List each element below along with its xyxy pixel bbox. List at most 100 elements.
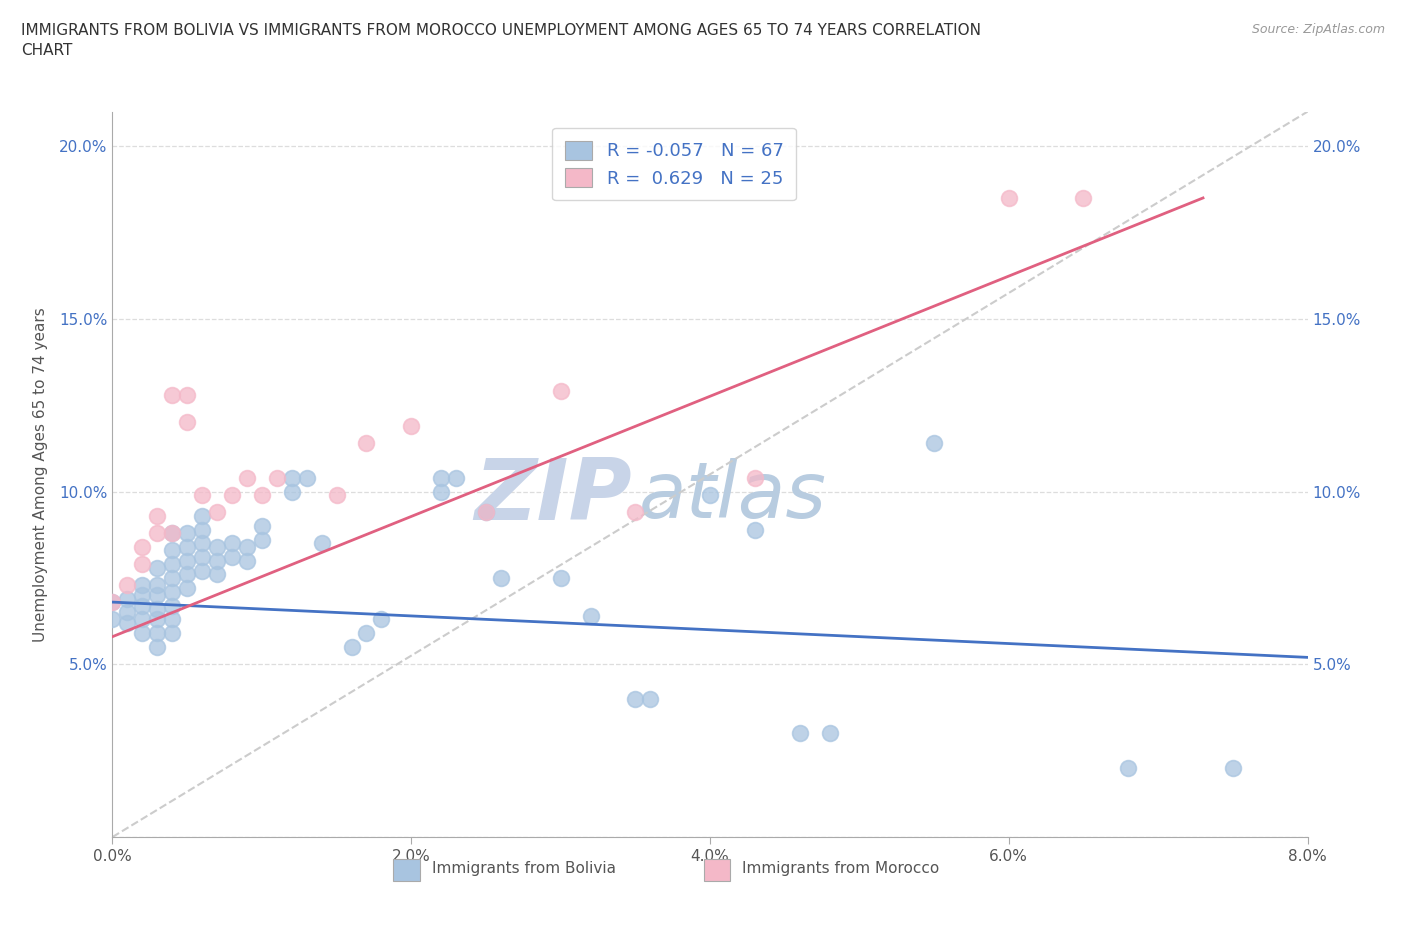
- Point: [146, 509, 169, 524]
- Point: [176, 525, 198, 540]
- Point: [444, 471, 467, 485]
- Point: [117, 591, 139, 606]
- Point: [699, 487, 721, 502]
- Point: [131, 588, 153, 603]
- Point: [789, 726, 811, 741]
- Point: [101, 594, 124, 609]
- Point: [489, 570, 512, 585]
- Point: [356, 436, 378, 451]
- Point: [101, 612, 124, 627]
- Point: [922, 436, 945, 451]
- Point: [205, 553, 228, 568]
- Point: [266, 471, 288, 485]
- Point: [281, 471, 304, 485]
- Point: [146, 525, 169, 540]
- Point: [146, 560, 169, 575]
- Point: [998, 191, 1021, 206]
- Point: [744, 471, 766, 485]
- Bar: [704, 858, 730, 881]
- Point: [250, 533, 273, 548]
- Point: [131, 598, 153, 613]
- Point: [401, 418, 423, 433]
- Point: [475, 505, 498, 520]
- Point: [325, 487, 347, 502]
- Point: [162, 543, 183, 558]
- Text: Immigrants from Bolivia: Immigrants from Bolivia: [432, 860, 616, 876]
- Point: [146, 578, 169, 592]
- Point: [162, 388, 183, 403]
- Point: [176, 388, 198, 403]
- Point: [176, 553, 198, 568]
- Point: [221, 487, 243, 502]
- Point: [430, 485, 453, 499]
- Point: [162, 525, 183, 540]
- Point: [818, 726, 841, 741]
- Text: IMMIGRANTS FROM BOLIVIA VS IMMIGRANTS FROM MOROCCO UNEMPLOYMENT AMONG AGES 65 TO: IMMIGRANTS FROM BOLIVIA VS IMMIGRANTS FR…: [21, 23, 981, 58]
- Point: [579, 608, 602, 623]
- Point: [176, 567, 198, 582]
- Point: [131, 626, 153, 641]
- Point: [176, 581, 198, 596]
- Point: [131, 539, 153, 554]
- Point: [162, 570, 183, 585]
- Point: [117, 616, 139, 631]
- Point: [131, 578, 153, 592]
- Point: [162, 626, 183, 641]
- Point: [311, 536, 333, 551]
- Point: [640, 691, 662, 706]
- Point: [624, 691, 647, 706]
- Point: [221, 536, 243, 551]
- Point: [250, 519, 273, 534]
- Point: [191, 550, 214, 565]
- Point: [162, 584, 183, 599]
- Point: [295, 471, 318, 485]
- Point: [117, 605, 139, 620]
- Point: [191, 564, 214, 578]
- Point: [1118, 761, 1140, 776]
- Point: [162, 612, 183, 627]
- Point: [176, 415, 198, 430]
- Point: [146, 640, 169, 655]
- Point: [146, 626, 169, 641]
- Text: ZIP: ZIP: [475, 455, 633, 538]
- Point: [281, 485, 304, 499]
- Point: [236, 553, 259, 568]
- Point: [162, 525, 183, 540]
- Point: [117, 578, 139, 592]
- Point: [624, 505, 647, 520]
- Point: [176, 539, 198, 554]
- Point: [744, 522, 766, 537]
- Y-axis label: Unemployment Among Ages 65 to 74 years: Unemployment Among Ages 65 to 74 years: [34, 307, 48, 642]
- Point: [205, 505, 228, 520]
- Point: [250, 487, 273, 502]
- Legend: R = -0.057   N = 67, R =  0.629   N = 25: R = -0.057 N = 67, R = 0.629 N = 25: [553, 128, 796, 200]
- Point: [162, 598, 183, 613]
- Point: [236, 539, 259, 554]
- Point: [430, 471, 453, 485]
- Point: [340, 640, 363, 655]
- Point: [205, 539, 228, 554]
- Point: [550, 570, 572, 585]
- Point: [131, 612, 153, 627]
- Point: [370, 612, 392, 627]
- Point: [221, 550, 243, 565]
- Point: [146, 588, 169, 603]
- Text: Immigrants from Morocco: Immigrants from Morocco: [742, 860, 939, 876]
- Point: [191, 536, 214, 551]
- Point: [146, 612, 169, 627]
- Point: [1222, 761, 1244, 776]
- Bar: [394, 858, 419, 881]
- Text: atlas: atlas: [638, 458, 827, 534]
- Point: [550, 384, 572, 399]
- Point: [131, 557, 153, 572]
- Point: [205, 567, 228, 582]
- Text: Source: ZipAtlas.com: Source: ZipAtlas.com: [1251, 23, 1385, 36]
- Point: [356, 626, 378, 641]
- Point: [162, 557, 183, 572]
- Point: [191, 522, 214, 537]
- Point: [191, 487, 214, 502]
- Point: [146, 602, 169, 617]
- Point: [475, 505, 498, 520]
- Point: [101, 594, 124, 609]
- Point: [1073, 191, 1095, 206]
